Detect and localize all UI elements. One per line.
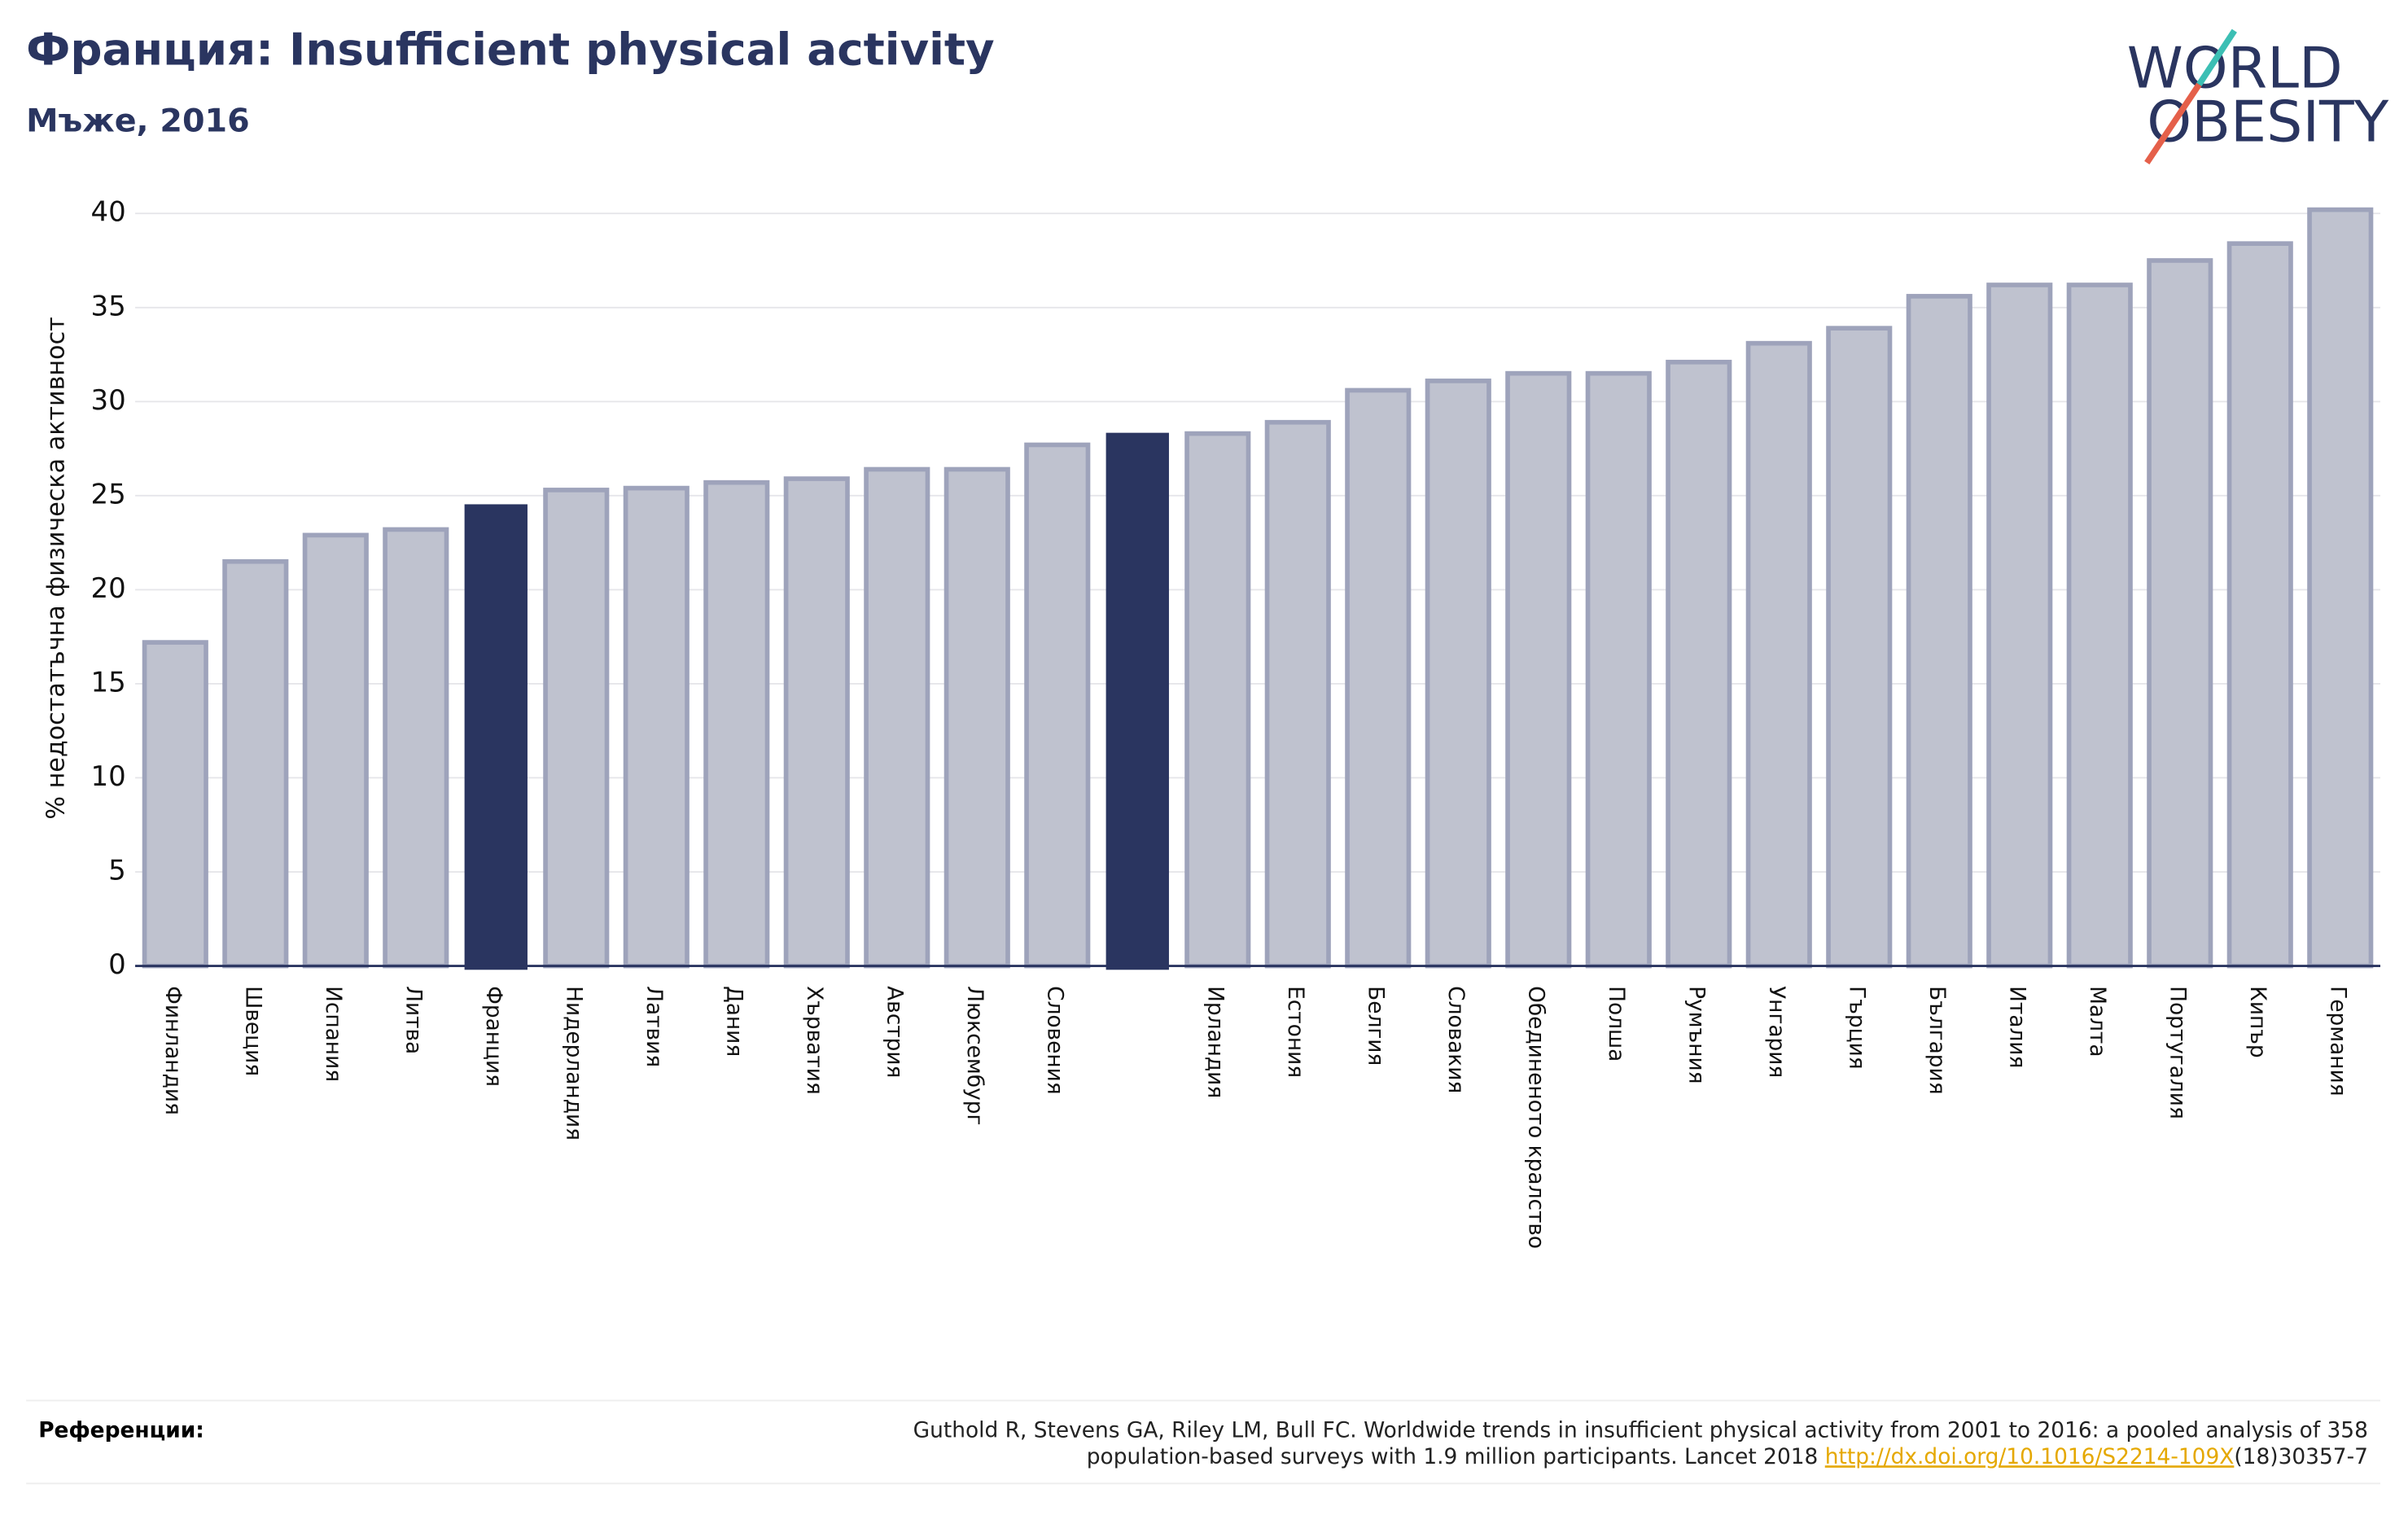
x-tick-label: Финландия — [160, 986, 186, 1115]
bar — [142, 640, 208, 969]
y-axis-label: % недостатъчна физическа активност — [42, 317, 70, 819]
bar — [623, 485, 690, 969]
logo-line: OBESITY — [2147, 90, 2388, 155]
x-tick-label: Обединеното кралство — [1523, 986, 1548, 1249]
y-tick-label: 20 — [91, 572, 126, 605]
bar — [1425, 379, 1491, 969]
y-tick-label: 0 — [108, 948, 126, 981]
chart-title: Франция: Insufficient physical activity — [26, 23, 995, 75]
y-tick-label: 15 — [91, 666, 126, 698]
bar — [703, 479, 770, 969]
x-tick-label: Франция — [481, 986, 506, 1087]
logo-line: WORLD — [2127, 36, 2343, 102]
x-tick-label: Словакия — [1443, 986, 1469, 1093]
bar — [1184, 431, 1251, 969]
x-tick-label: България — [1924, 986, 1950, 1095]
x-tick-label: Румъния — [1683, 986, 1709, 1084]
bar — [383, 527, 449, 969]
bar — [302, 532, 369, 969]
x-tick-label: Латвия — [641, 986, 667, 1067]
bar — [1986, 282, 2053, 969]
bar — [2307, 207, 2374, 969]
footer-text: Guthold R, Stevens GA, Riley LM, Bull FC… — [913, 1418, 2368, 1443]
x-tick-label: Дания — [722, 986, 747, 1057]
logo-slash — [2196, 28, 2237, 86]
x-tick-label: Нидерландия — [562, 986, 587, 1141]
bar — [543, 488, 610, 969]
x-tick-label: Полша — [1604, 986, 1629, 1062]
y-tick-label: 25 — [91, 478, 126, 510]
x-tick-label: Литва — [401, 986, 427, 1054]
x-tick-label: Австрия — [882, 986, 908, 1078]
x-tick-label: Словения — [1043, 986, 1068, 1095]
x-tick-label: Белгия — [1364, 986, 1389, 1066]
bar — [1826, 326, 1893, 969]
x-tick-label: Люксембург — [962, 986, 987, 1125]
x-tick-label: Малта — [2085, 986, 2110, 1057]
x-tick-label: Испания — [321, 986, 346, 1082]
bar — [1505, 370, 1572, 969]
bar — [2226, 241, 2293, 969]
bar — [2066, 282, 2133, 969]
bar — [1024, 442, 1091, 969]
y-tick-label: 40 — [91, 196, 126, 229]
bar — [943, 466, 1010, 969]
bar — [222, 558, 289, 969]
y-tick-label: 30 — [91, 384, 126, 417]
footer-label: Референции: — [38, 1418, 204, 1443]
x-tick-label: Ирландия — [1203, 986, 1228, 1098]
bar — [864, 466, 930, 969]
logo-slash — [2144, 82, 2202, 165]
x-tick-label: Унгария — [1764, 986, 1789, 1078]
x-tick-label: Португалия — [2165, 986, 2190, 1119]
footer-text: population-based surveys with 1.9 millio… — [1087, 1444, 2368, 1469]
bar — [1745, 340, 1812, 969]
x-tick-label: Гърция — [1844, 986, 1869, 1070]
y-tick-label: 35 — [91, 290, 126, 322]
x-tick-label: Хърватия — [802, 986, 827, 1095]
x-tick-label: Италия — [2004, 986, 2029, 1068]
bar — [1666, 359, 1732, 969]
bar — [1906, 294, 1972, 969]
y-tick-label: 10 — [91, 760, 126, 793]
bar — [2147, 258, 2213, 969]
footer-link[interactable]: http://dx.doi.org/10.1016/S2214-109X — [1825, 1444, 2235, 1469]
x-tick-label: Германия — [2325, 986, 2350, 1097]
bar — [1105, 432, 1169, 970]
y-tick-label: 5 — [108, 855, 126, 887]
bar — [1585, 370, 1652, 969]
x-tick-label: Кипър — [2245, 986, 2270, 1058]
bar — [1264, 419, 1331, 969]
chart-subtitle: Мъже, 2016 — [26, 102, 250, 139]
bar — [464, 504, 528, 970]
bar — [783, 476, 850, 969]
bar — [1345, 387, 1412, 969]
footer-text: population-based surveys with 1.9 millio… — [1087, 1444, 1825, 1469]
x-tick-label: Естония — [1283, 986, 1308, 1078]
x-tick-label: Швеция — [241, 986, 266, 1076]
footer-text: (18)30357-7 — [2234, 1444, 2368, 1469]
